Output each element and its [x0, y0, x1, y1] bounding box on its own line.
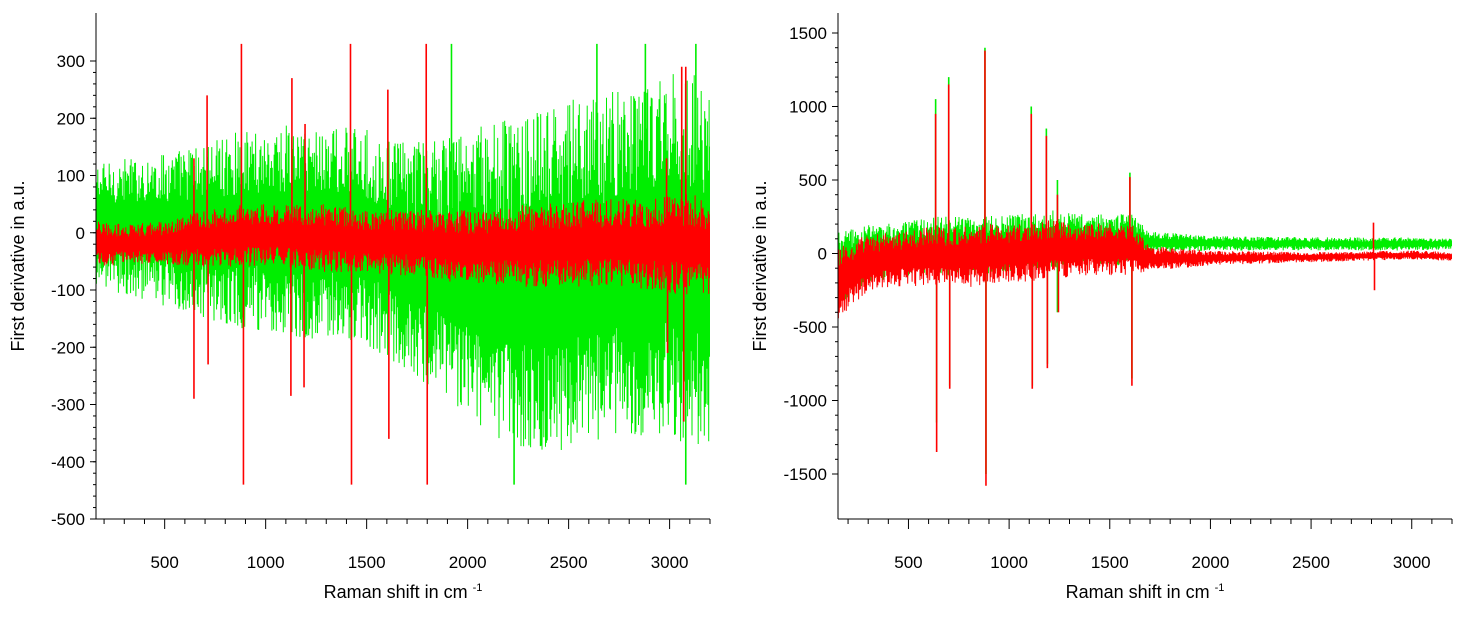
y-tick-label: -300 — [51, 396, 85, 415]
x-tick-label: 2000 — [1192, 553, 1230, 572]
y-tick-label: -1500 — [784, 465, 827, 484]
x-tick-label: 3000 — [1393, 553, 1431, 572]
y-tick-label: -1000 — [784, 392, 827, 411]
red-series-line — [838, 220, 1452, 319]
red-series-line — [96, 194, 710, 295]
x-tick-label: 500 — [894, 553, 922, 572]
x-axis-title: Raman shift in cm -1 — [324, 582, 483, 602]
y-tick-label: 0 — [76, 224, 85, 243]
x-axis-title: Raman shift in cm -1 — [1066, 582, 1225, 602]
x-tick-label: 2000 — [449, 553, 487, 572]
x-tick-label: 500 — [150, 553, 178, 572]
y-tick-label: -400 — [51, 453, 85, 472]
plot-area — [96, 43, 710, 485]
right-chart-panel: 1500 1000 500 0 -500 -1000 -1500 500 1000 1500 200… — [750, 13, 1453, 602]
x-tick-label: 1500 — [348, 553, 386, 572]
y-tick-label: -500 — [51, 510, 85, 529]
x-tick-label: 2500 — [1292, 553, 1330, 572]
y-tick-label: -100 — [51, 281, 85, 300]
y-tick-label: 0 — [818, 245, 827, 264]
y-tick-label: -200 — [51, 338, 85, 357]
x-tick-label: 1000 — [247, 553, 285, 572]
plot-area — [838, 47, 1452, 486]
y-tick-label: 100 — [57, 167, 85, 186]
y-tick-label: 1000 — [789, 98, 827, 117]
y-tick-label: 200 — [57, 109, 85, 128]
x-tick-label: 2500 — [550, 553, 588, 572]
x-tick-label: 1000 — [990, 553, 1028, 572]
y-axis-title: First derivative in a.u. — [8, 180, 28, 351]
x-tick-label: 3000 — [651, 553, 689, 572]
y-tick-label: 300 — [57, 52, 85, 71]
y-axis-title: First derivative in a.u. — [750, 180, 770, 351]
y-tick-label: 1500 — [789, 24, 827, 43]
y-tick-label: 500 — [799, 171, 827, 190]
x-tick-label: 1500 — [1091, 553, 1129, 572]
y-tick-label: -500 — [793, 318, 827, 337]
